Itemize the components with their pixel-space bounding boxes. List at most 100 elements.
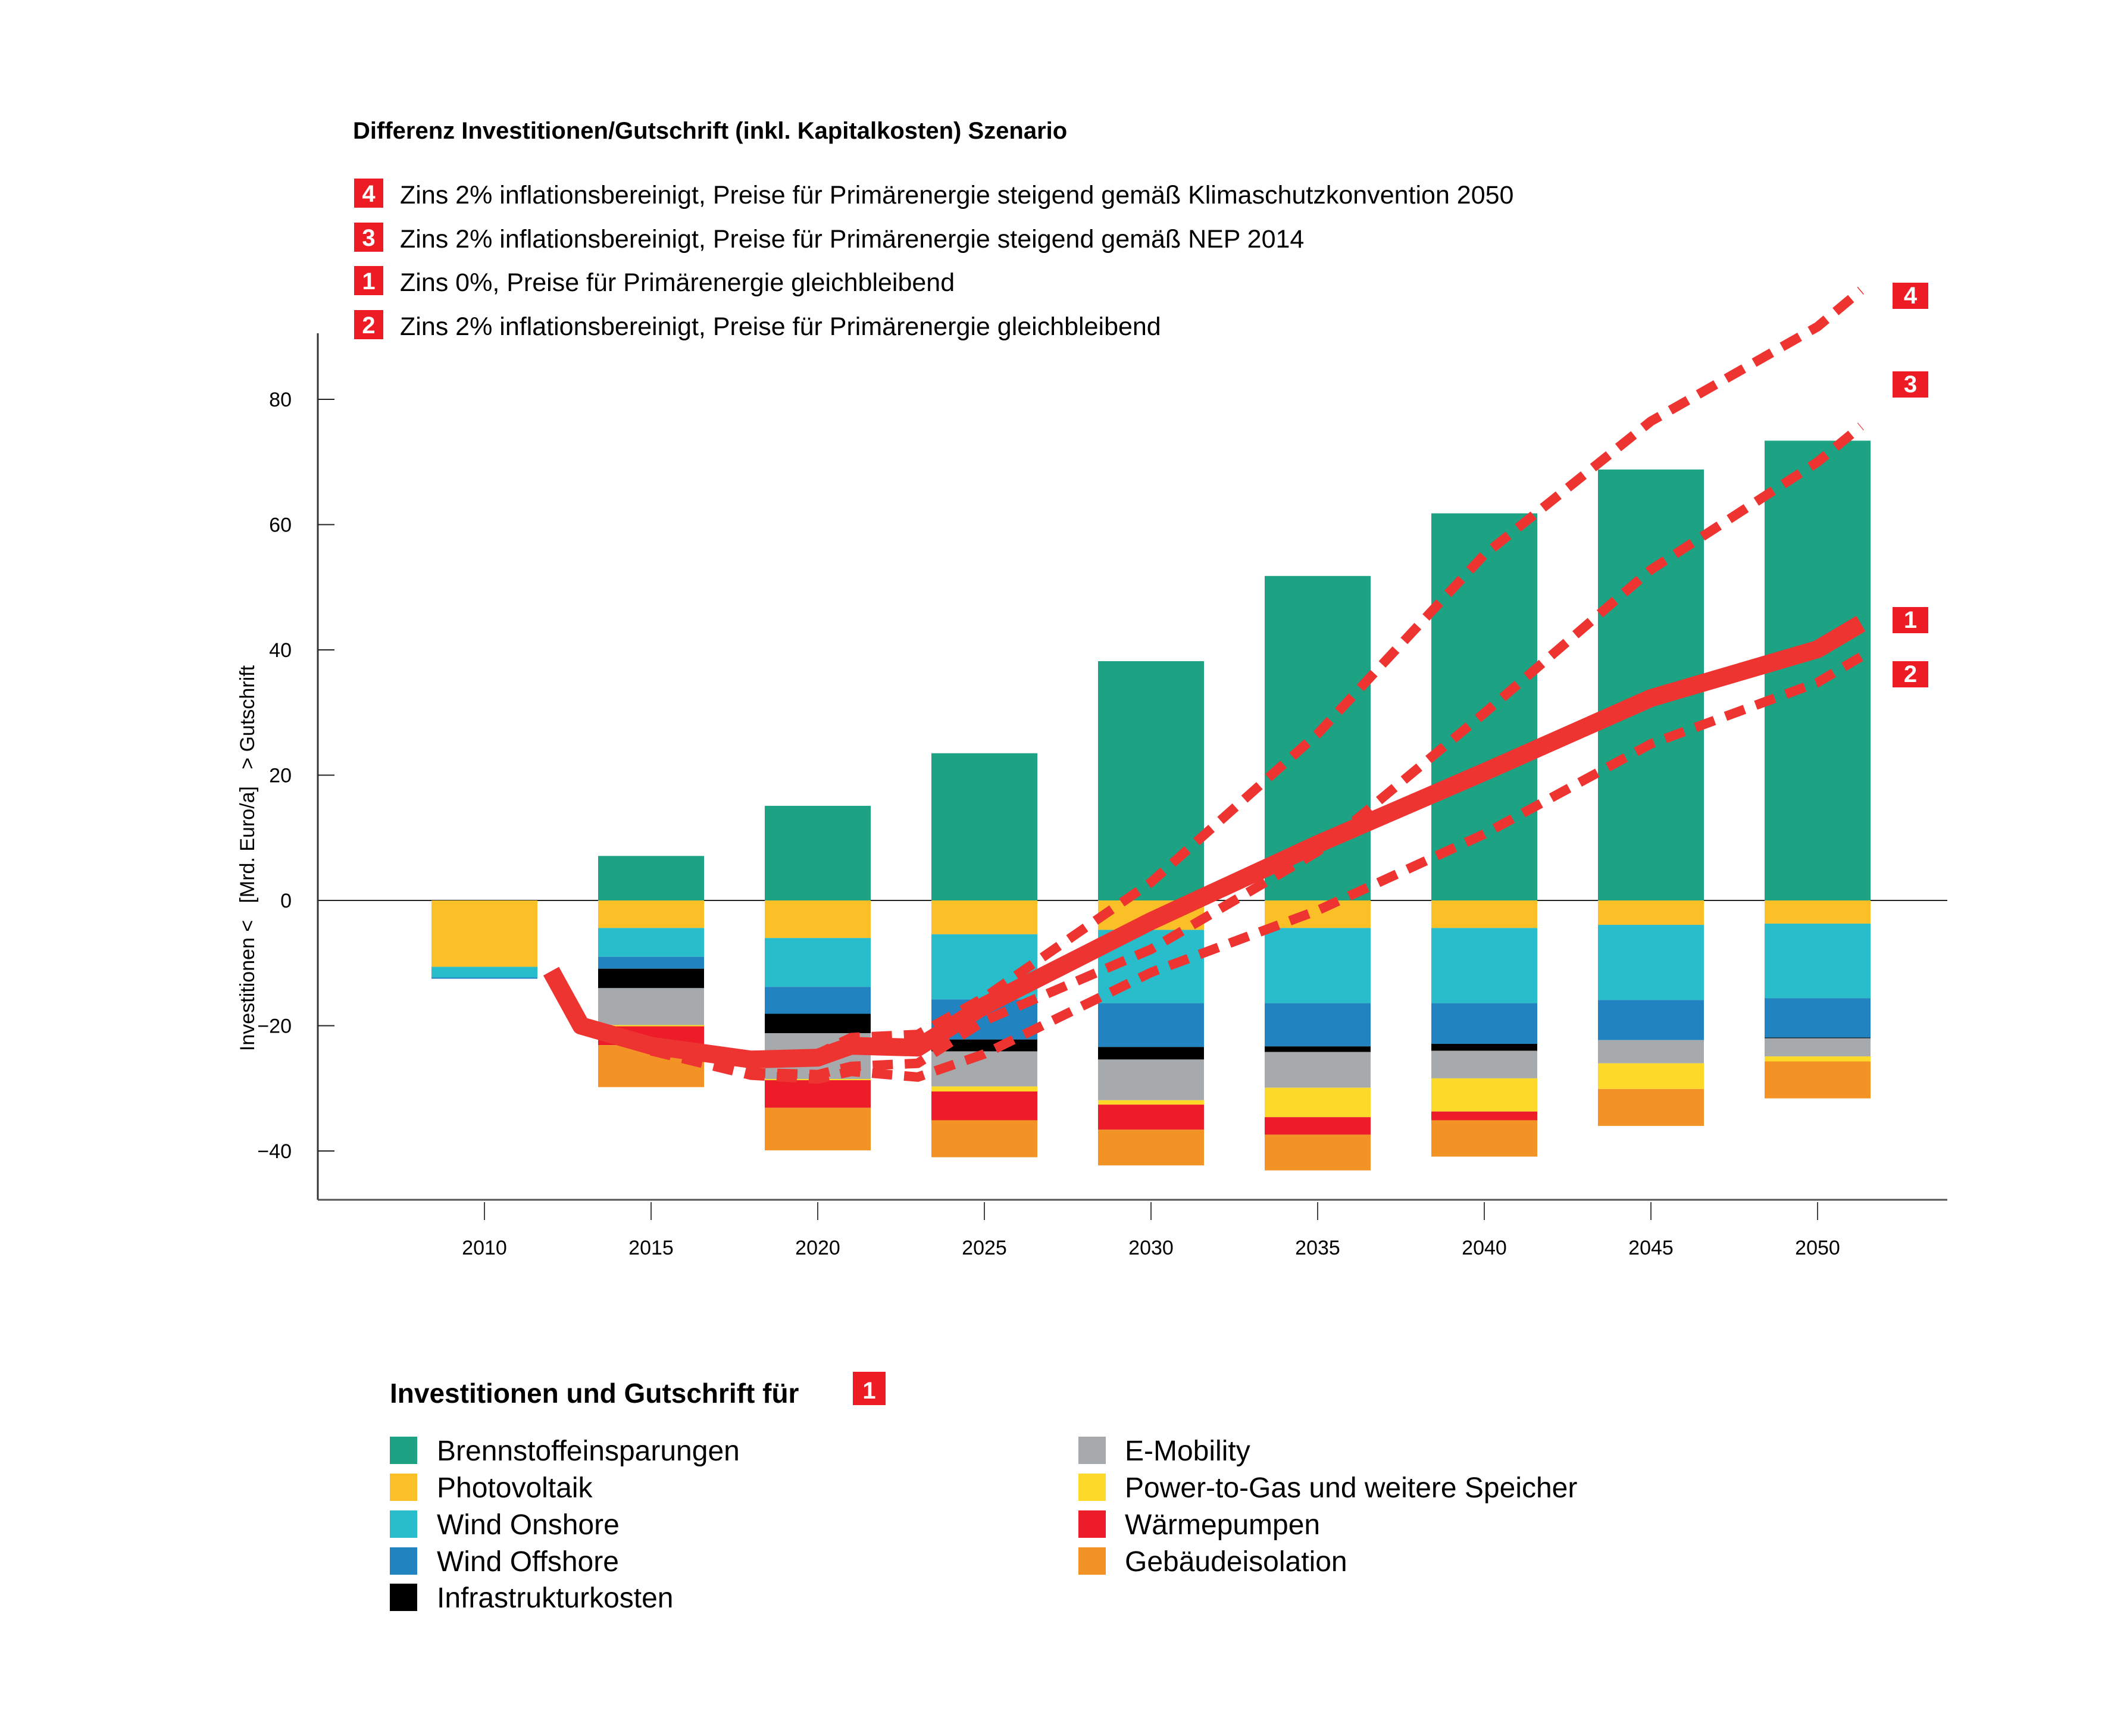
- badge-number: 1: [1904, 607, 1917, 633]
- legend-item: Photovoltaik: [390, 1472, 593, 1504]
- badge-background: [354, 266, 383, 295]
- bar-segment-power-to-gas-und-weitere-speicher: [931, 1086, 1037, 1092]
- bar-segment-power-to-gas-und-weitere-speicher: [1765, 1056, 1871, 1062]
- line-end-badge-2: 2: [1893, 661, 1928, 687]
- bar-segment-infrastrukturkosten: [1765, 1037, 1871, 1039]
- legend-swatch: [1078, 1510, 1106, 1538]
- bar-segment-photovoltaik: [765, 900, 871, 939]
- bars: [431, 440, 1871, 1171]
- badge-background: [354, 223, 383, 252]
- bar-segment-wind-offshore: [1431, 1003, 1537, 1044]
- bar-segment-e-mobility: [598, 988, 704, 1025]
- badge-background: [1893, 283, 1928, 309]
- series-legend: Investitionen und Gutschrift für 1 Brennst…: [390, 1372, 1577, 1614]
- scenario-line-4: [650, 286, 1864, 1062]
- bar-segment-geb-udeisolation: [1431, 1120, 1537, 1157]
- badge-number: 1: [362, 268, 375, 295]
- legend-title: Investitionen und Gutschrift für: [390, 1378, 799, 1409]
- bar-segment-brennstoffeinsparungen: [765, 806, 871, 900]
- legend-item: E-Mobility: [1078, 1435, 1250, 1467]
- legend-label: Wärmepumpen: [1125, 1509, 1320, 1541]
- x-tick-label: 2025: [962, 1237, 1007, 1259]
- bar-segment-photovoltaik: [431, 900, 537, 967]
- bar-segment-e-mobility: [1265, 1052, 1371, 1088]
- legend-item: Wind Onshore: [390, 1509, 620, 1541]
- bar-stack-2030: [1098, 661, 1204, 1166]
- bar-segment-w-rmepumpen: [1098, 1105, 1204, 1130]
- scenario-badge: 3: [354, 223, 383, 252]
- bar-segment-wind-offshore: [1598, 1000, 1704, 1040]
- bar-segment-brennstoffeinsparungen: [598, 856, 704, 900]
- scenario-legend: 4 Zins 2% inflationsbereinigt, Preise für…: [354, 179, 1513, 341]
- bar-segment-power-to-gas-und-weitere-speicher: [1431, 1078, 1537, 1112]
- y-tick-label: 80: [269, 389, 292, 411]
- bar-segment-wind-onshore: [598, 928, 704, 957]
- bar-stack-2010: [431, 900, 537, 979]
- badge-background: [853, 1372, 886, 1405]
- bar-segment-infrastrukturkosten: [1431, 1044, 1537, 1051]
- bar-segment-power-to-gas-und-weitere-speicher: [1098, 1100, 1204, 1105]
- legend-label: Wind Offshore: [437, 1546, 619, 1578]
- badge-background: [354, 179, 383, 208]
- badge-number: 2: [362, 312, 375, 339]
- x-tick-label: 2050: [1795, 1237, 1840, 1259]
- scenario-line-2: [650, 652, 1863, 1084]
- legend-swatch: [390, 1474, 417, 1501]
- y-tick-label: −40: [257, 1140, 292, 1163]
- line-end-badge-4: 4: [1893, 283, 1928, 309]
- bar-segment-photovoltaik: [931, 900, 1037, 934]
- bar-segment-e-mobility: [1765, 1038, 1871, 1057]
- x-tick-label: 2030: [1128, 1237, 1174, 1259]
- badge-number: 1: [862, 1378, 875, 1404]
- bar-segment-wind-offshore: [1098, 1003, 1204, 1047]
- bar-segment-photovoltaik: [1431, 900, 1537, 928]
- line-end-badges: 4 3 1 2: [1893, 283, 1928, 687]
- scenario-label: Zins 2% inflationsbereinigt, Preise für …: [400, 181, 1513, 209]
- bar-segment-photovoltaik: [1265, 900, 1371, 928]
- badge-background: [1893, 371, 1928, 398]
- legend-label: Wind Onshore: [437, 1509, 620, 1541]
- bar-segment-geb-udeisolation: [1598, 1088, 1704, 1126]
- x-tick-label: 2010: [462, 1237, 507, 1259]
- bar-segment-brennstoffeinsparungen: [1098, 661, 1204, 900]
- bar-segment-wind-onshore: [765, 938, 871, 987]
- badge-background: [354, 310, 383, 339]
- legend-label: Power-to-Gas und weitere Speicher: [1125, 1472, 1577, 1504]
- line-end-badge-3: 3: [1893, 371, 1928, 398]
- scenario-line-3: [650, 423, 1864, 1080]
- badge-number: 4: [1904, 283, 1918, 309]
- legend-swatch: [390, 1510, 417, 1538]
- bar-segment-geb-udeisolation: [931, 1120, 1037, 1158]
- bar-segment-geb-udeisolation: [1265, 1134, 1371, 1171]
- bar-segment-brennstoffeinsparungen: [1765, 440, 1871, 900]
- x-tick-label: 2045: [1628, 1237, 1674, 1259]
- x-tick-label: 2035: [1295, 1237, 1340, 1259]
- legend-swatch: [1078, 1437, 1106, 1464]
- legend-label: E-Mobility: [1125, 1435, 1250, 1467]
- bar-segment-wind-offshore: [598, 956, 704, 969]
- x-tick-label: 2020: [795, 1237, 840, 1259]
- axes: 80 60 40 20 0 −20 −40 2010 2015 2020 2025 2030 2035 2…: [236, 333, 1947, 1259]
- x-tick-label: 2040: [1462, 1237, 1507, 1259]
- bar-segment-wind-onshore: [1265, 928, 1371, 1003]
- legend-item: Wind Offshore: [390, 1546, 619, 1578]
- bar-segment-wind-offshore: [765, 987, 871, 1014]
- scenario-legend-item: 1 Zins 0%, Preise für Primärenergie gleic…: [354, 266, 955, 297]
- scenario-legend-item: 4 Zins 2% inflationsbereinigt, Preise für…: [354, 179, 1513, 209]
- bar-segment-w-rmepumpen: [931, 1091, 1037, 1121]
- bar-segment-w-rmepumpen: [765, 1080, 871, 1108]
- bar-segment-infrastrukturkosten: [1265, 1046, 1371, 1052]
- bar-segment-geb-udeisolation: [1765, 1061, 1871, 1099]
- bar-segment-wind-onshore: [431, 966, 537, 978]
- legend-item: Wärmepumpen: [1078, 1509, 1320, 1541]
- bar-segment-photovoltaik: [1765, 900, 1871, 924]
- legend-swatch: [1078, 1474, 1106, 1501]
- bar-segment-power-to-gas-und-weitere-speicher: [1265, 1087, 1371, 1118]
- y-tick-label: 0: [280, 890, 292, 912]
- legend-label: Infrastrukturkosten: [437, 1582, 674, 1614]
- badge-number: 3: [1904, 371, 1917, 398]
- x-tick-label: 2015: [628, 1237, 674, 1259]
- legend-item: Gebäudeisolation: [1078, 1546, 1347, 1578]
- bar-segment-infrastrukturkosten: [598, 968, 704, 989]
